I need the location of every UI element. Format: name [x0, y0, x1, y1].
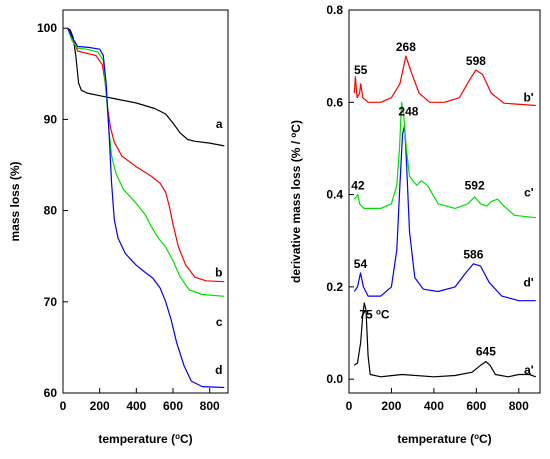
y-tick-label: 90	[44, 112, 58, 126]
series-line-c-prime	[353, 101, 536, 219]
x-tick-label: 800	[200, 399, 220, 413]
peak-annotation: 42	[351, 178, 365, 192]
peak-annotation: 248	[398, 105, 418, 119]
x-tick-label: 400	[424, 399, 444, 413]
series-label: d'	[523, 275, 533, 289]
left-mass-loss-chart: 0 200 400 600 800 60 70 80 90 100 temperature (oC)…	[8, 9, 229, 447]
right-derivative-chart: 0 200 400 600 800 0.0 0.2 0.4 0.6 0.8 temperature …	[289, 3, 541, 446]
y-tick-label: 0.2	[326, 280, 343, 294]
series-label: a'	[524, 363, 534, 377]
series-label: c	[216, 315, 223, 329]
x-tick-label: 800	[509, 399, 529, 413]
peak-annotation: 75 oC	[359, 307, 390, 322]
y-tick-label: 80	[44, 204, 58, 218]
x-tick-label: 0	[60, 399, 67, 413]
series-label: b	[215, 266, 222, 280]
series-label: d	[215, 363, 222, 377]
y-tick-label: 60	[44, 386, 58, 400]
peak-annotation: 586	[463, 248, 483, 262]
y-tick-label: 100	[37, 21, 57, 35]
series-line-d-prime	[353, 124, 536, 302]
peak-annotation: 268	[396, 40, 416, 54]
series-line-a	[67, 27, 225, 147]
x-axis-title: temperature (oC)	[397, 432, 491, 447]
plot-frame	[348, 9, 541, 394]
peak-annotation: 54	[354, 257, 368, 271]
peak-annotation: 55	[354, 63, 368, 77]
series-line-b	[67, 27, 225, 283]
series-label: a	[216, 117, 223, 131]
series-line-b-prime	[353, 55, 536, 107]
series-line-d	[67, 27, 225, 389]
y-axis-title: mass loss (%)	[8, 161, 22, 241]
x-tick-label: 0	[346, 399, 353, 413]
series-label: c'	[524, 185, 534, 199]
x-tick-label: 600	[163, 399, 183, 413]
x-axis-title: temperature (oC)	[98, 432, 192, 447]
x-tick-label: 400	[126, 399, 146, 413]
series-line-a-prime	[353, 302, 537, 378]
x-tick-label: 600	[466, 399, 486, 413]
y-axis-title: derivative mass loss (% / oC)	[289, 120, 304, 283]
y-tick-label: 0.8	[326, 3, 343, 17]
peak-annotation: 598	[466, 54, 486, 68]
x-tick-label: 200	[381, 399, 401, 413]
x-tick-label: 200	[90, 399, 110, 413]
y-tick-label: 0.0	[326, 372, 343, 386]
plot-frame	[62, 9, 229, 394]
series-label: b'	[523, 91, 533, 105]
y-tick-label: 0.4	[326, 188, 343, 202]
y-tick-label: 0.6	[326, 95, 343, 109]
peak-annotation: 592	[465, 178, 485, 192]
y-tick-label: 70	[44, 295, 58, 309]
peak-annotation: 645	[476, 344, 496, 358]
series-line-c	[67, 27, 225, 297]
